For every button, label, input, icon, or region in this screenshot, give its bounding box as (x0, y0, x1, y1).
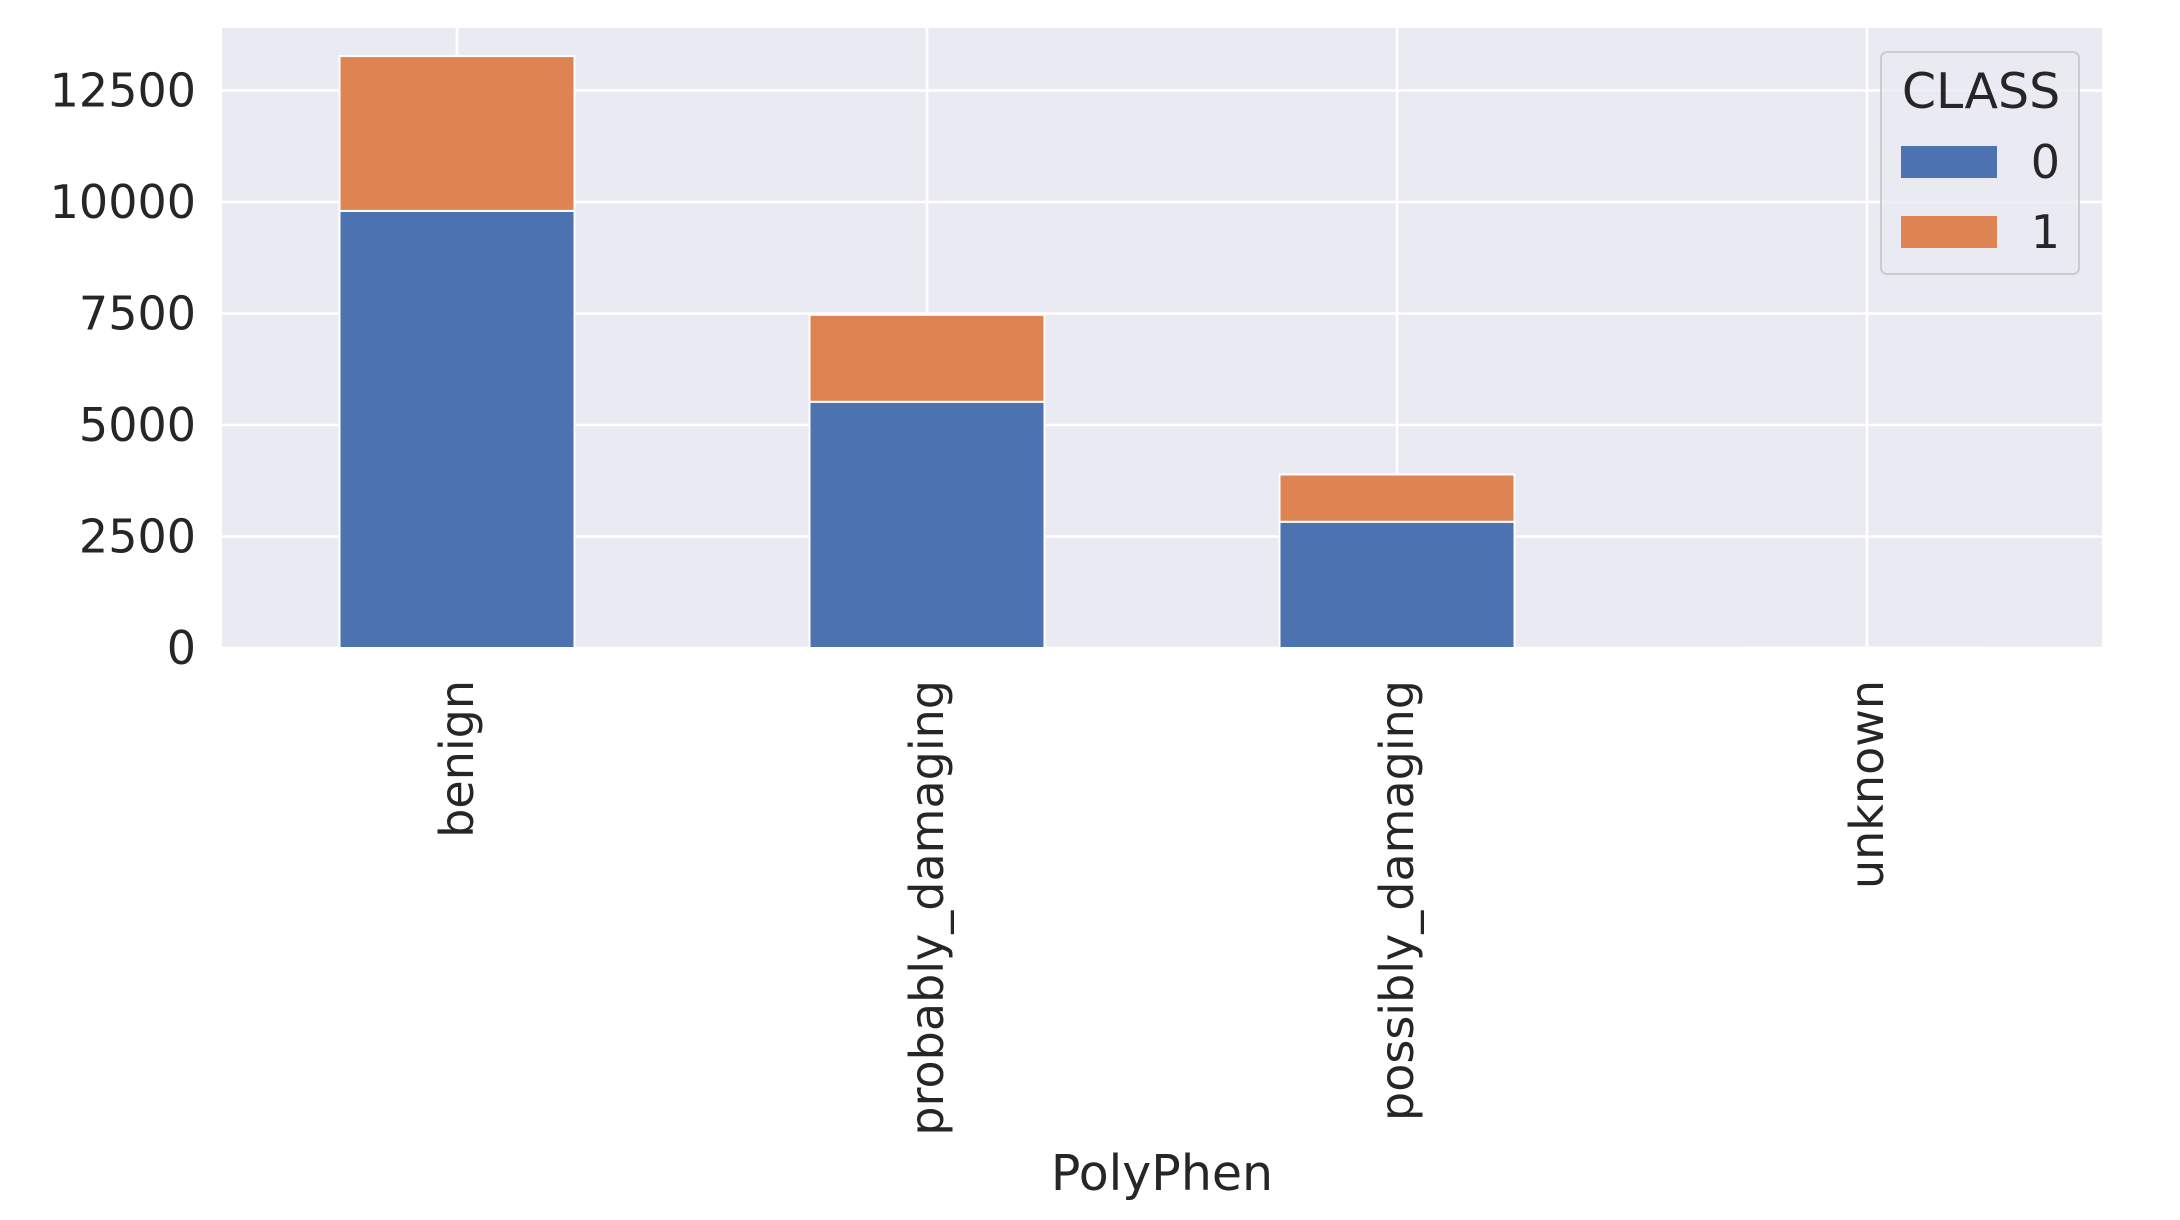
y-tick-label: 0 (167, 621, 196, 675)
y-tick-label: 7500 (79, 286, 196, 340)
legend-title: CLASS (1902, 63, 2060, 120)
y-tick-label: 5000 (79, 398, 196, 452)
bars (338, 55, 1986, 650)
x-tick-label: benign (430, 680, 484, 838)
y-tick-label: 12500 (50, 63, 196, 117)
bar-probably_damaging-class-1 (808, 313, 1046, 403)
bar-probably_damaging-class-0 (808, 400, 1046, 649)
x-axis-label: PolyPhen (1051, 1145, 1273, 1202)
x-axis-ticks: benign probably_damaging possibly_damaging… (430, 680, 1894, 1136)
x-tick-label: possibly_damaging (1370, 680, 1424, 1121)
y-tick-label: 10000 (50, 175, 196, 229)
x-tick-label: probably_damaging (900, 680, 954, 1136)
y-axis-ticks: 0 2500 5000 7500 10000 12500 (50, 63, 196, 675)
bar-benign-class-1 (338, 55, 576, 212)
bar-possibly_damaging-class-1 (1278, 473, 1516, 523)
bar-benign-class-0 (338, 209, 576, 650)
bar-possibly_damaging-class-0 (1278, 520, 1516, 649)
legend: CLASS 0 1 (1880, 51, 2080, 275)
legend-label-class-1: 1 (2031, 205, 2060, 259)
x-tick-label: unknown (1840, 680, 1894, 889)
legend-label-class-0: 0 (2031, 135, 2060, 189)
legend-swatch-class-1 (1901, 216, 1997, 248)
legend-swatch-class-0 (1901, 146, 1997, 178)
y-tick-label: 2500 (79, 509, 196, 563)
